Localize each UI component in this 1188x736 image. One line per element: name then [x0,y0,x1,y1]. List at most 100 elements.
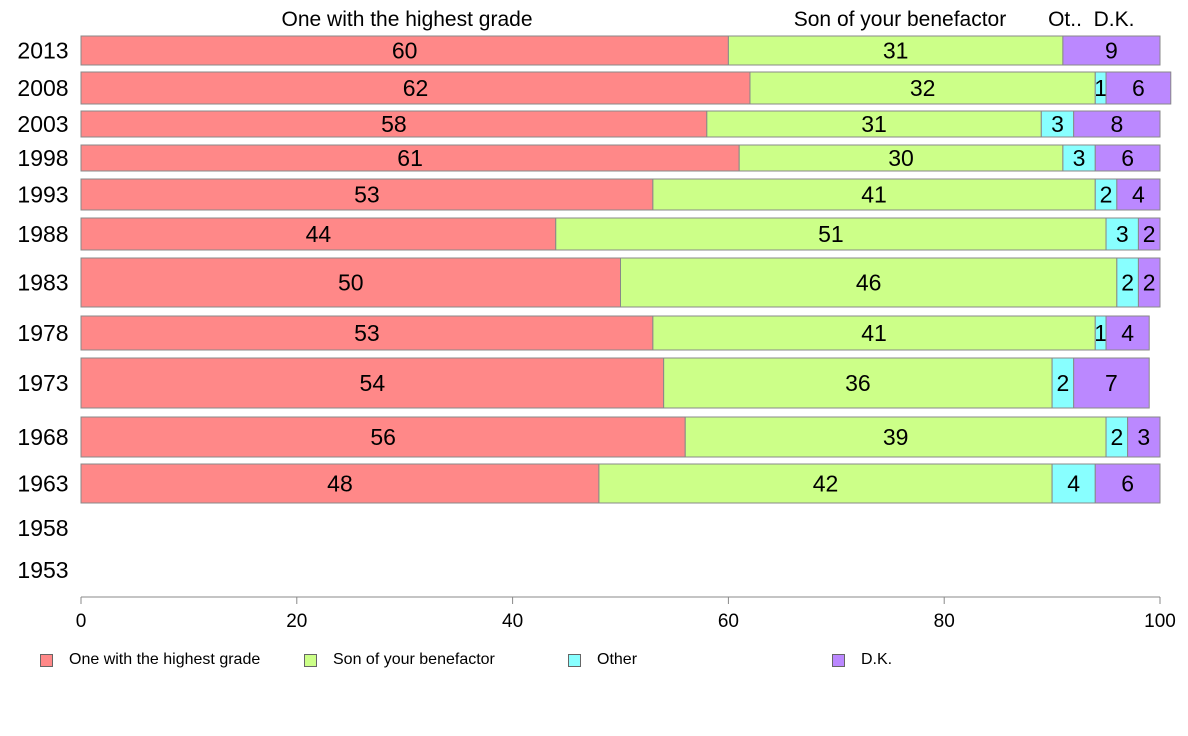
data-label: 32 [910,75,936,101]
data-label: 1 [1094,75,1107,101]
data-label: 6 [1121,471,1134,497]
bar-segment [1051,463,1096,504]
bar-segment [684,416,1107,458]
bar-segment [652,315,1096,351]
legend: One with the highest grade Son of your b… [0,648,1188,672]
bar-segment [1116,178,1161,211]
data-label: 48 [327,471,353,497]
row-label-1963: 1963 [17,471,68,497]
data-label: 7 [1105,370,1118,396]
row-label-1958: 1958 [17,515,68,541]
bar-segment [738,144,1064,172]
row-label-2013: 2013 [17,38,68,64]
data-label: 4 [1132,182,1145,208]
data-label: 51 [818,221,844,247]
bar-segment [80,178,654,211]
legend-swatch [568,653,581,667]
column-header: Ot.. [1048,8,1082,31]
x-tick-label: 80 [934,611,955,632]
bar-segment [1073,110,1161,138]
bar-segment [706,110,1042,138]
legend-item-highest-grade: One with the highest grade [40,648,260,672]
legend-item-benefactor: Son of your benefactor [304,648,495,672]
bar-segment [80,217,557,251]
data-label: 3 [1051,111,1064,137]
data-label: 4 [1121,320,1134,346]
bar-segment [1073,357,1150,409]
data-label: 2 [1143,221,1156,247]
bar-segment [80,110,708,138]
data-label: 39 [883,424,909,450]
data-label: 46 [856,270,882,296]
bar-segment [727,35,1064,66]
data-label: 50 [338,270,364,296]
data-label: 3 [1116,221,1129,247]
data-label: 42 [813,471,839,497]
column-header: One with the highest grade [282,8,533,31]
row-label-1998: 1998 [17,145,68,171]
bar-segment [1137,217,1161,251]
data-label: 60 [392,38,418,64]
row-label-1988: 1988 [17,221,68,247]
legend-swatch [832,653,845,667]
row-label-1973: 1973 [17,370,68,396]
data-label: 56 [370,424,396,450]
data-label: 41 [861,182,887,208]
data-label: 2 [1143,270,1156,296]
bar-segment [749,71,1096,105]
legend-label: Son of your benefactor [333,651,495,668]
bar-segment [80,463,600,504]
data-label: 31 [883,38,909,64]
bar-segment [1105,71,1172,105]
row-label-1993: 1993 [17,182,68,208]
data-label: 36 [845,370,871,396]
row-label-2008: 2008 [17,75,68,101]
data-label: 1 [1094,320,1107,346]
bar-segment [80,35,729,66]
bar-segment [1062,35,1161,66]
bar-segment [1127,416,1161,458]
bar-segment [1094,463,1161,504]
data-label: 3 [1073,145,1086,171]
bar-segment [1040,110,1075,138]
bar-segment [80,144,740,172]
data-label: 62 [403,75,429,101]
data-label: 53 [354,182,380,208]
data-label: 2 [1100,182,1113,208]
data-label: 41 [861,320,887,346]
data-label: 54 [360,370,386,396]
legend-item-other: Other [568,648,637,672]
legend-label: Other [597,651,638,668]
data-label: 30 [888,145,914,171]
data-label: 53 [354,320,380,346]
bar-segment [1137,257,1161,308]
row-label-1968: 1968 [17,424,68,450]
bar-segment [80,257,621,308]
bar-segment [80,315,654,351]
row-label-1953: 1953 [17,557,68,583]
data-label: 58 [381,111,407,137]
legend-swatch [40,653,53,667]
data-label: 4 [1067,471,1080,497]
legend-label: One with the highest grade [69,651,261,668]
x-tick-label: 20 [286,611,307,632]
data-label: 6 [1132,75,1145,101]
data-label: 44 [306,221,332,247]
data-label: 61 [397,145,423,171]
bar-segment [1094,144,1161,172]
bar-segment [1105,315,1150,351]
legend-item-dk: D.K. [832,648,892,672]
row-label-2003: 2003 [17,111,68,137]
bar-segment [80,357,665,409]
bar-segment [620,257,1118,308]
column-header: Son of your benefactor [794,8,1006,31]
row-label-1978: 1978 [17,320,68,346]
row-label-1983: 1983 [17,270,68,296]
stacked-bar-chart: One with the highest grade Son of your be… [17,8,1175,632]
data-label: 2 [1056,370,1069,396]
x-tick-label: 0 [76,611,87,632]
bar-segment [598,463,1053,504]
legend-label: D.K. [861,651,893,668]
legend-swatch [304,653,317,667]
x-tick-label: 40 [502,611,523,632]
